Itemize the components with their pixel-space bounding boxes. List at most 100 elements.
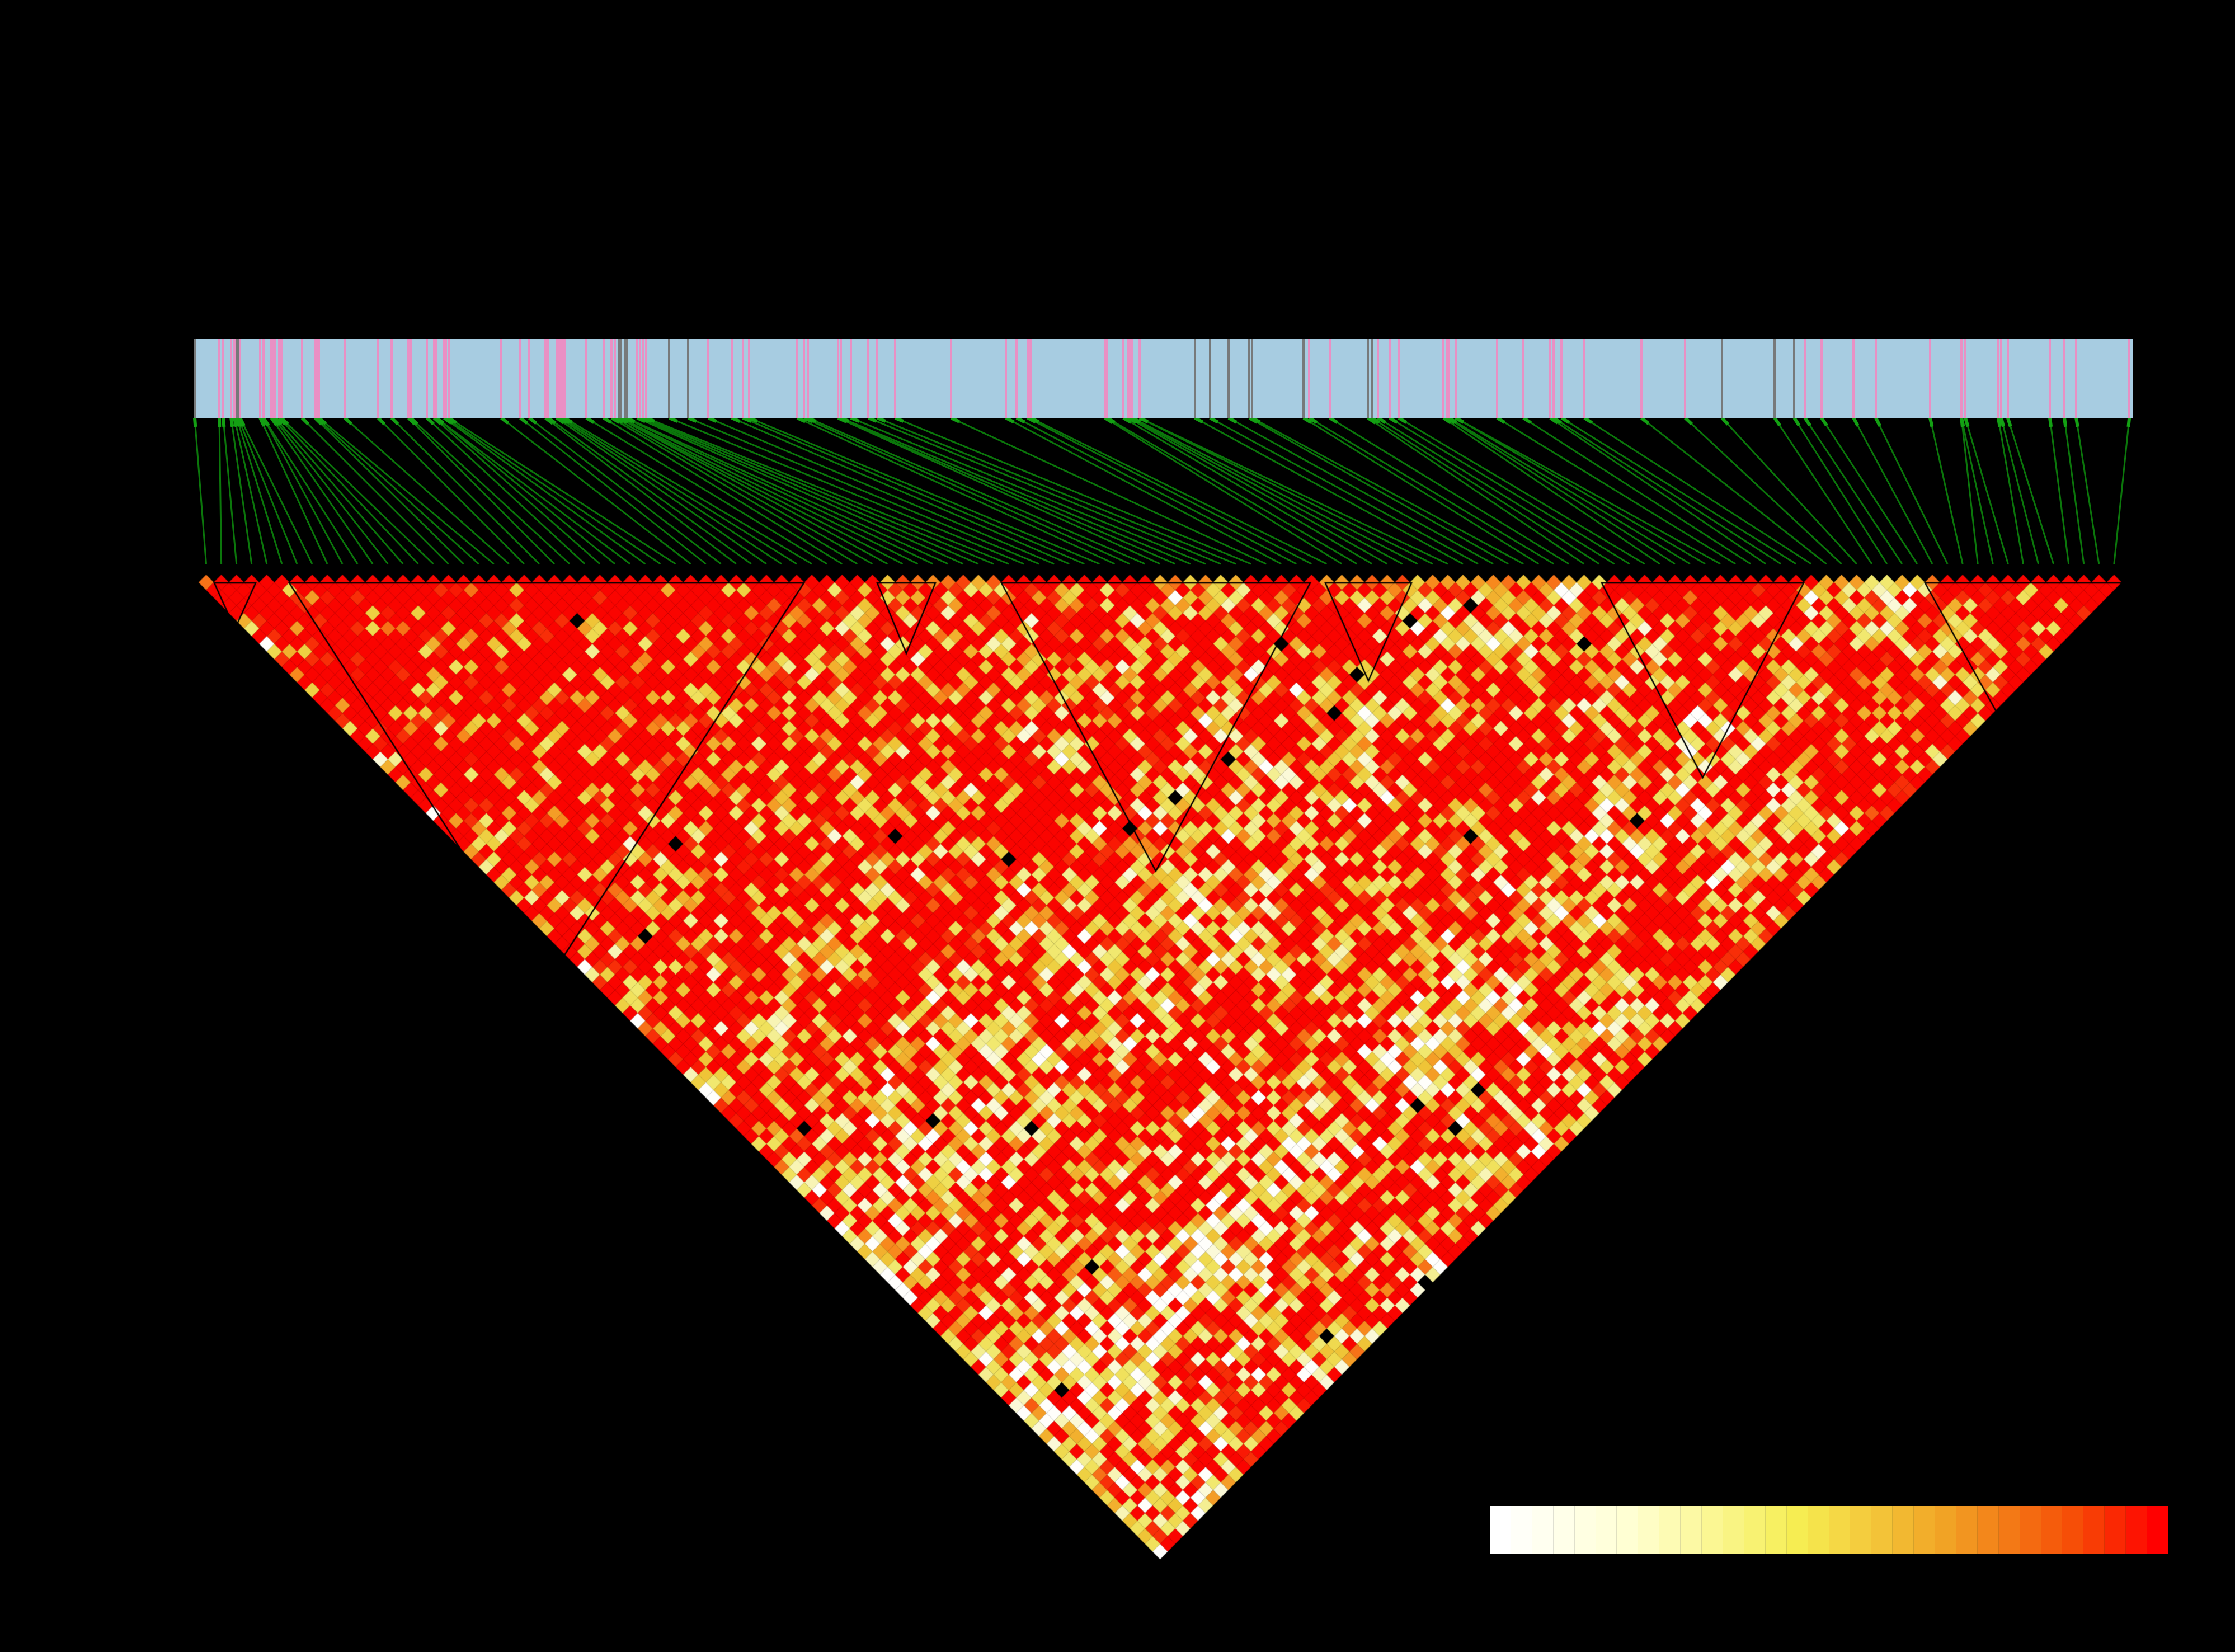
snp-position-tick bbox=[645, 339, 648, 418]
snp-position-tick bbox=[194, 339, 196, 418]
snp-position-tick bbox=[344, 339, 346, 418]
snp-position-tick bbox=[949, 339, 952, 418]
snp-position-tick bbox=[602, 339, 605, 418]
color-key-segment bbox=[1765, 1506, 1787, 1554]
snp-position-tick bbox=[1773, 339, 1776, 418]
color-key-segment bbox=[2105, 1506, 2126, 1554]
snp-position-tick bbox=[425, 339, 428, 418]
snp-position-tick bbox=[1398, 339, 1400, 418]
snp-position-tick bbox=[270, 339, 273, 418]
snp-position-tick bbox=[1367, 339, 1370, 418]
snp-position-tick bbox=[1015, 339, 1018, 418]
snp-position-tick bbox=[1684, 339, 1687, 418]
snp-position-tick bbox=[377, 339, 380, 418]
snp-position-tick bbox=[1227, 339, 1230, 418]
snp-position-tick bbox=[448, 339, 450, 418]
snp-position-tick bbox=[1446, 339, 1449, 418]
snp-position-tick bbox=[1964, 339, 1967, 418]
color-key-segment bbox=[1871, 1506, 1893, 1554]
snp-position-tick bbox=[236, 339, 238, 418]
snp-position-tick bbox=[1793, 339, 1796, 418]
color-key-segment bbox=[1490, 1506, 1511, 1554]
color-key-segment bbox=[1574, 1506, 1596, 1554]
snp-position-tick bbox=[1138, 339, 1141, 418]
snp-position-tick bbox=[547, 339, 549, 418]
snp-position-tick bbox=[230, 339, 233, 418]
color-key-segment bbox=[1681, 1506, 1702, 1554]
snp-position-tick bbox=[262, 339, 265, 418]
snp-position-tick bbox=[1328, 339, 1331, 418]
snp-position-tick bbox=[1371, 339, 1373, 418]
color-key-segment bbox=[1914, 1506, 1936, 1554]
color-key-segment bbox=[1998, 1506, 2020, 1554]
snp-position-tick bbox=[1250, 339, 1253, 418]
snp-position-tick bbox=[849, 339, 852, 418]
snp-position-tick bbox=[1852, 339, 1855, 418]
snp-position-tick bbox=[1248, 339, 1251, 418]
snp-position-tick bbox=[435, 339, 437, 418]
color-key-segment bbox=[2062, 1506, 2084, 1554]
snp-position-tick bbox=[1997, 339, 1999, 418]
snp-position-tick bbox=[432, 339, 435, 418]
snp-position-tick bbox=[639, 339, 642, 418]
snp-position-tick bbox=[390, 339, 393, 418]
snp-position-tick bbox=[1522, 339, 1524, 418]
snp-position-tick bbox=[876, 339, 879, 418]
snp-position-tick bbox=[544, 339, 547, 418]
snp-position-tick bbox=[1104, 339, 1107, 418]
snp-position-tick bbox=[274, 339, 277, 418]
color-key-segment bbox=[2020, 1506, 2041, 1554]
snp-position-tick bbox=[1455, 339, 1457, 418]
snp-position-tick bbox=[1122, 339, 1124, 418]
snp-position-tick bbox=[318, 339, 321, 418]
color-key-segment bbox=[2083, 1506, 2105, 1554]
snp-position-tick bbox=[636, 339, 638, 418]
snp-position-tick bbox=[563, 339, 566, 418]
snp-position-tick bbox=[617, 339, 620, 418]
snp-position-tick bbox=[1377, 339, 1380, 418]
snp-position-tick bbox=[1308, 339, 1311, 418]
snp-position-tick bbox=[1549, 339, 1552, 418]
snp-position-tick bbox=[315, 339, 318, 418]
snp-position-tick bbox=[867, 339, 870, 418]
color-key-segment bbox=[2147, 1506, 2168, 1554]
snp-position-tick bbox=[561, 339, 563, 418]
snp-position-tick bbox=[1720, 339, 1723, 418]
snp-position-tick bbox=[748, 339, 751, 418]
snp-position-tick bbox=[528, 339, 530, 418]
snp-position-tick bbox=[1875, 339, 1878, 418]
snp-position-tick bbox=[1583, 339, 1586, 418]
snp-position-tick bbox=[730, 339, 733, 418]
snp-position-tick bbox=[2128, 339, 2131, 418]
color-key-segment bbox=[1893, 1506, 1914, 1554]
snp-position-tick bbox=[443, 339, 445, 418]
snp-position-tick bbox=[1804, 339, 1806, 418]
snp-position-tick bbox=[893, 339, 896, 418]
snp-position-tick bbox=[610, 339, 613, 418]
snp-position-tick bbox=[233, 339, 236, 418]
snp-position-tick bbox=[796, 339, 798, 418]
snp-position-tick bbox=[519, 339, 521, 418]
snp-position-tick bbox=[409, 339, 412, 418]
snp-position-tick bbox=[1302, 339, 1305, 418]
snp-position-tick bbox=[1496, 339, 1499, 418]
snp-position-tick bbox=[1026, 339, 1029, 418]
snp-position-tick bbox=[667, 339, 670, 418]
snp-position-tick bbox=[278, 339, 281, 418]
color-key-segment bbox=[1702, 1506, 1723, 1554]
snp-position-tick bbox=[500, 339, 502, 418]
snp-position-tick bbox=[642, 339, 644, 418]
snp-position-tick bbox=[1929, 339, 1931, 418]
snp-position-tick bbox=[239, 339, 242, 418]
snp-position-tick bbox=[2075, 339, 2078, 418]
color-key-segment bbox=[1786, 1506, 1808, 1554]
color-key-segment bbox=[1596, 1506, 1617, 1554]
snp-position-tick bbox=[625, 339, 628, 418]
snp-position-tick bbox=[624, 339, 626, 418]
snp-position-tick bbox=[1105, 339, 1108, 418]
snp-position-tick bbox=[1552, 339, 1555, 418]
color-key-gradient bbox=[1490, 1506, 2168, 1554]
snp-position-tick bbox=[1960, 339, 1963, 418]
